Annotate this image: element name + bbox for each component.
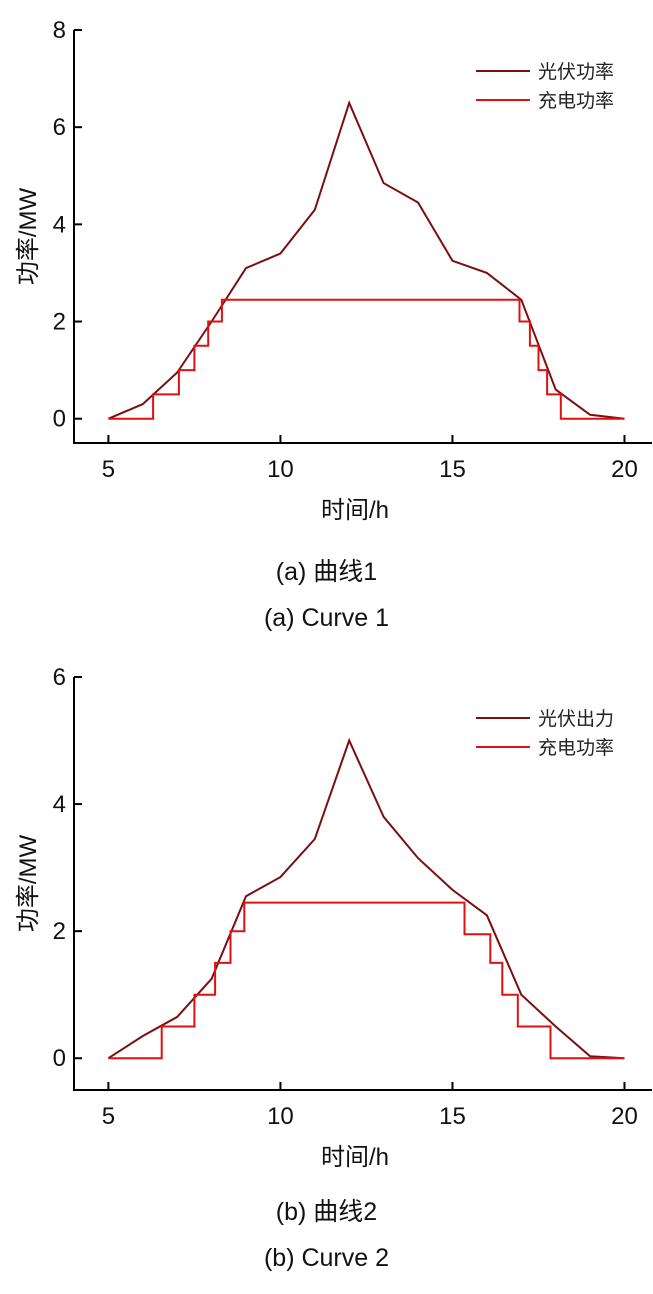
x-tick-label: 15 — [439, 456, 466, 483]
x-tick-label: 20 — [611, 456, 638, 483]
y-tick-label: 6 — [53, 664, 66, 691]
y-tick-label: 2 — [53, 918, 66, 945]
y-tick-label: 8 — [53, 17, 66, 44]
series-line-charge — [108, 901, 625, 1060]
y-tick-label: 2 — [53, 309, 66, 336]
legend-label: 光伏出力 — [538, 708, 614, 730]
x-tick-label: 5 — [102, 1103, 115, 1130]
x-tick-label: 10 — [267, 1103, 294, 1130]
legend-label: 充电功率 — [538, 737, 614, 759]
caption-en-curve-1: (a) Curve 1 — [263, 604, 390, 632]
caption-cn-curve-2: (b) 曲线2 — [275, 1198, 378, 1226]
caption-cn-curve-1: (a) 曲线1 — [275, 558, 378, 586]
x-axis-label: 时间/h — [321, 497, 389, 524]
caption-en-curve-2: (b) Curve 2 — [263, 1244, 390, 1272]
x-tick-label: 5 — [102, 456, 115, 483]
x-tick-label: 10 — [267, 456, 294, 483]
y-tick-label: 0 — [53, 1045, 66, 1072]
x-tick-label: 20 — [611, 1103, 638, 1130]
y-tick-label: 4 — [53, 211, 66, 238]
y-tick-label: 0 — [53, 406, 66, 433]
x-tick-label: 15 — [439, 1103, 466, 1130]
y-tick-label: 4 — [53, 791, 66, 818]
x-axis-label: 时间/h — [321, 1144, 389, 1171]
series-line-charge — [108, 298, 625, 420]
y-axis-label: 功率/MW — [15, 834, 42, 932]
legend-label: 光伏功率 — [538, 61, 614, 83]
legend-label: 充电功率 — [538, 90, 614, 112]
y-tick-label: 6 — [53, 114, 66, 141]
series-line-pv — [107, 737, 625, 1060]
y-axis-label: 功率/MW — [15, 187, 42, 285]
